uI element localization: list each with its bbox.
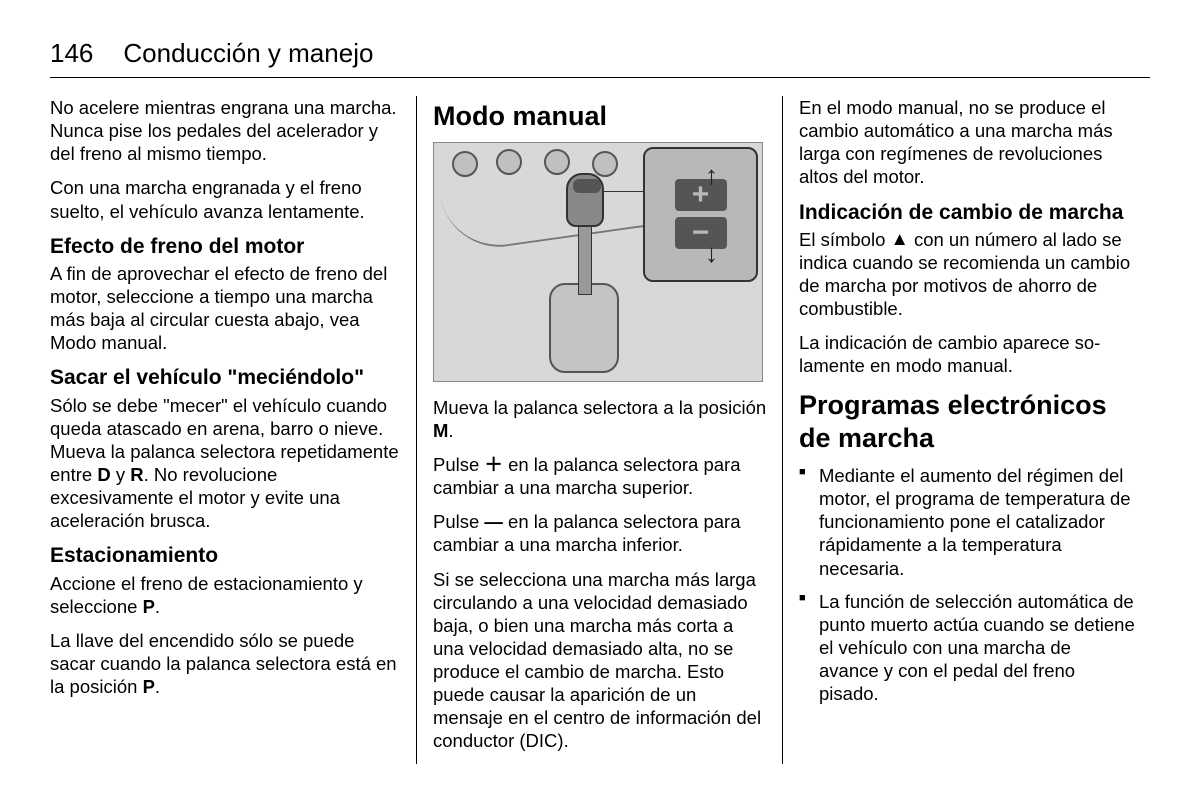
body-text: Pulse ＋ en la palanca selectora para cam…	[433, 453, 769, 499]
text: .	[155, 676, 160, 697]
content-columns: No acelere mientras engrana una marcha. …	[50, 96, 1150, 764]
shift-button-inset: ↑ + − ↓	[643, 147, 758, 282]
text: .	[448, 420, 453, 441]
heading-sacar-vehiculo: Sacar el vehículo "meciéndolo"	[50, 365, 403, 391]
shifter-base	[549, 283, 619, 373]
heading-efecto-freno: Efecto de freno del motor	[50, 234, 403, 260]
header-divider	[50, 77, 1150, 78]
gear-p: P	[143, 676, 155, 697]
body-text: Mueva la palanca selectora a la posi­ció…	[433, 396, 769, 442]
dashboard-dial-icon	[452, 151, 478, 177]
shifter-stick	[578, 225, 592, 295]
gear-m: M	[433, 420, 448, 441]
body-text: La llave del encendido sólo se puede sac…	[50, 629, 403, 698]
body-text: Pulse — en la palanca selectora para cam…	[433, 510, 769, 556]
body-text: Accione el freno de estacionamiento y se…	[50, 572, 403, 618]
minus-icon: −	[675, 217, 727, 249]
dashboard-dial-icon	[496, 149, 522, 175]
chapter-title: Conducción y manejo	[123, 38, 373, 69]
heading-indicacion-cambio: Indicación de cambio de marcha	[799, 200, 1135, 226]
shift-button-icon	[573, 179, 601, 193]
body-text: Sólo se debe "mecer" el vehículo cuando …	[50, 394, 403, 533]
shifter-knob	[566, 173, 604, 227]
text: Pulse	[433, 454, 484, 475]
body-text: La indicación de cambio aparece so­lamen…	[799, 331, 1135, 377]
body-text: El símbolo ▲ con un número al lado se in…	[799, 228, 1135, 321]
minus-symbol: —	[484, 511, 503, 532]
column-1: No acelere mientras engrana una marcha. …	[50, 96, 416, 764]
gear-p: P	[143, 596, 155, 617]
heading-modo-manual: Modo manual	[433, 100, 769, 134]
column-2: Modo manual ↑ + − ↓ Mueva la palanca sel…	[416, 96, 782, 764]
body-text: A fin de aprovechar el efecto de freno d…	[50, 262, 403, 355]
heading-estacionamiento: Estacionamiento	[50, 543, 403, 569]
body-text: No acelere mientras engrana una marcha. …	[50, 96, 403, 165]
text: Mueva la palanca selectora a la posi­ció…	[433, 397, 766, 418]
text: Pulse	[433, 511, 484, 532]
gear-r: R	[130, 464, 143, 485]
list-item: La función de selección automática de pu…	[799, 590, 1135, 706]
page-header: 146 Conducción y manejo	[50, 38, 1150, 69]
arrow-down-icon: ↓	[705, 237, 718, 270]
page-number: 146	[50, 38, 93, 69]
text: Accione el freno de estacionamiento y se…	[50, 573, 363, 617]
shifter-icon	[564, 173, 606, 353]
text: .	[155, 596, 160, 617]
body-text: Si se selecciona una marcha más larga ci…	[433, 568, 769, 753]
dashboard-dial-icon	[544, 149, 570, 175]
text: El símbolo	[799, 229, 891, 250]
bullet-list: Mediante el aumento del régimen del moto…	[799, 464, 1135, 705]
plus-icon: +	[675, 179, 727, 211]
plus-symbol: ＋	[484, 454, 503, 475]
heading-programas-electronicos: Programas electrónicos de marcha	[799, 389, 1135, 457]
arrow-up-icon: ↑	[705, 159, 718, 192]
text: La llave del encendido sólo se puede sac…	[50, 630, 397, 697]
column-3: En el modo manual, no se produce el camb…	[782, 96, 1148, 764]
text: y	[111, 464, 131, 485]
gear-d: D	[97, 464, 110, 485]
list-item: Mediante el aumento del régimen del moto…	[799, 464, 1135, 580]
body-text: Con una marcha engranada y el freno suel…	[50, 176, 403, 222]
upshift-indicator-icon: ▲	[891, 227, 909, 250]
body-text: En el modo manual, no se produce el camb…	[799, 96, 1135, 189]
gear-shifter-illustration: ↑ + − ↓	[433, 142, 763, 382]
